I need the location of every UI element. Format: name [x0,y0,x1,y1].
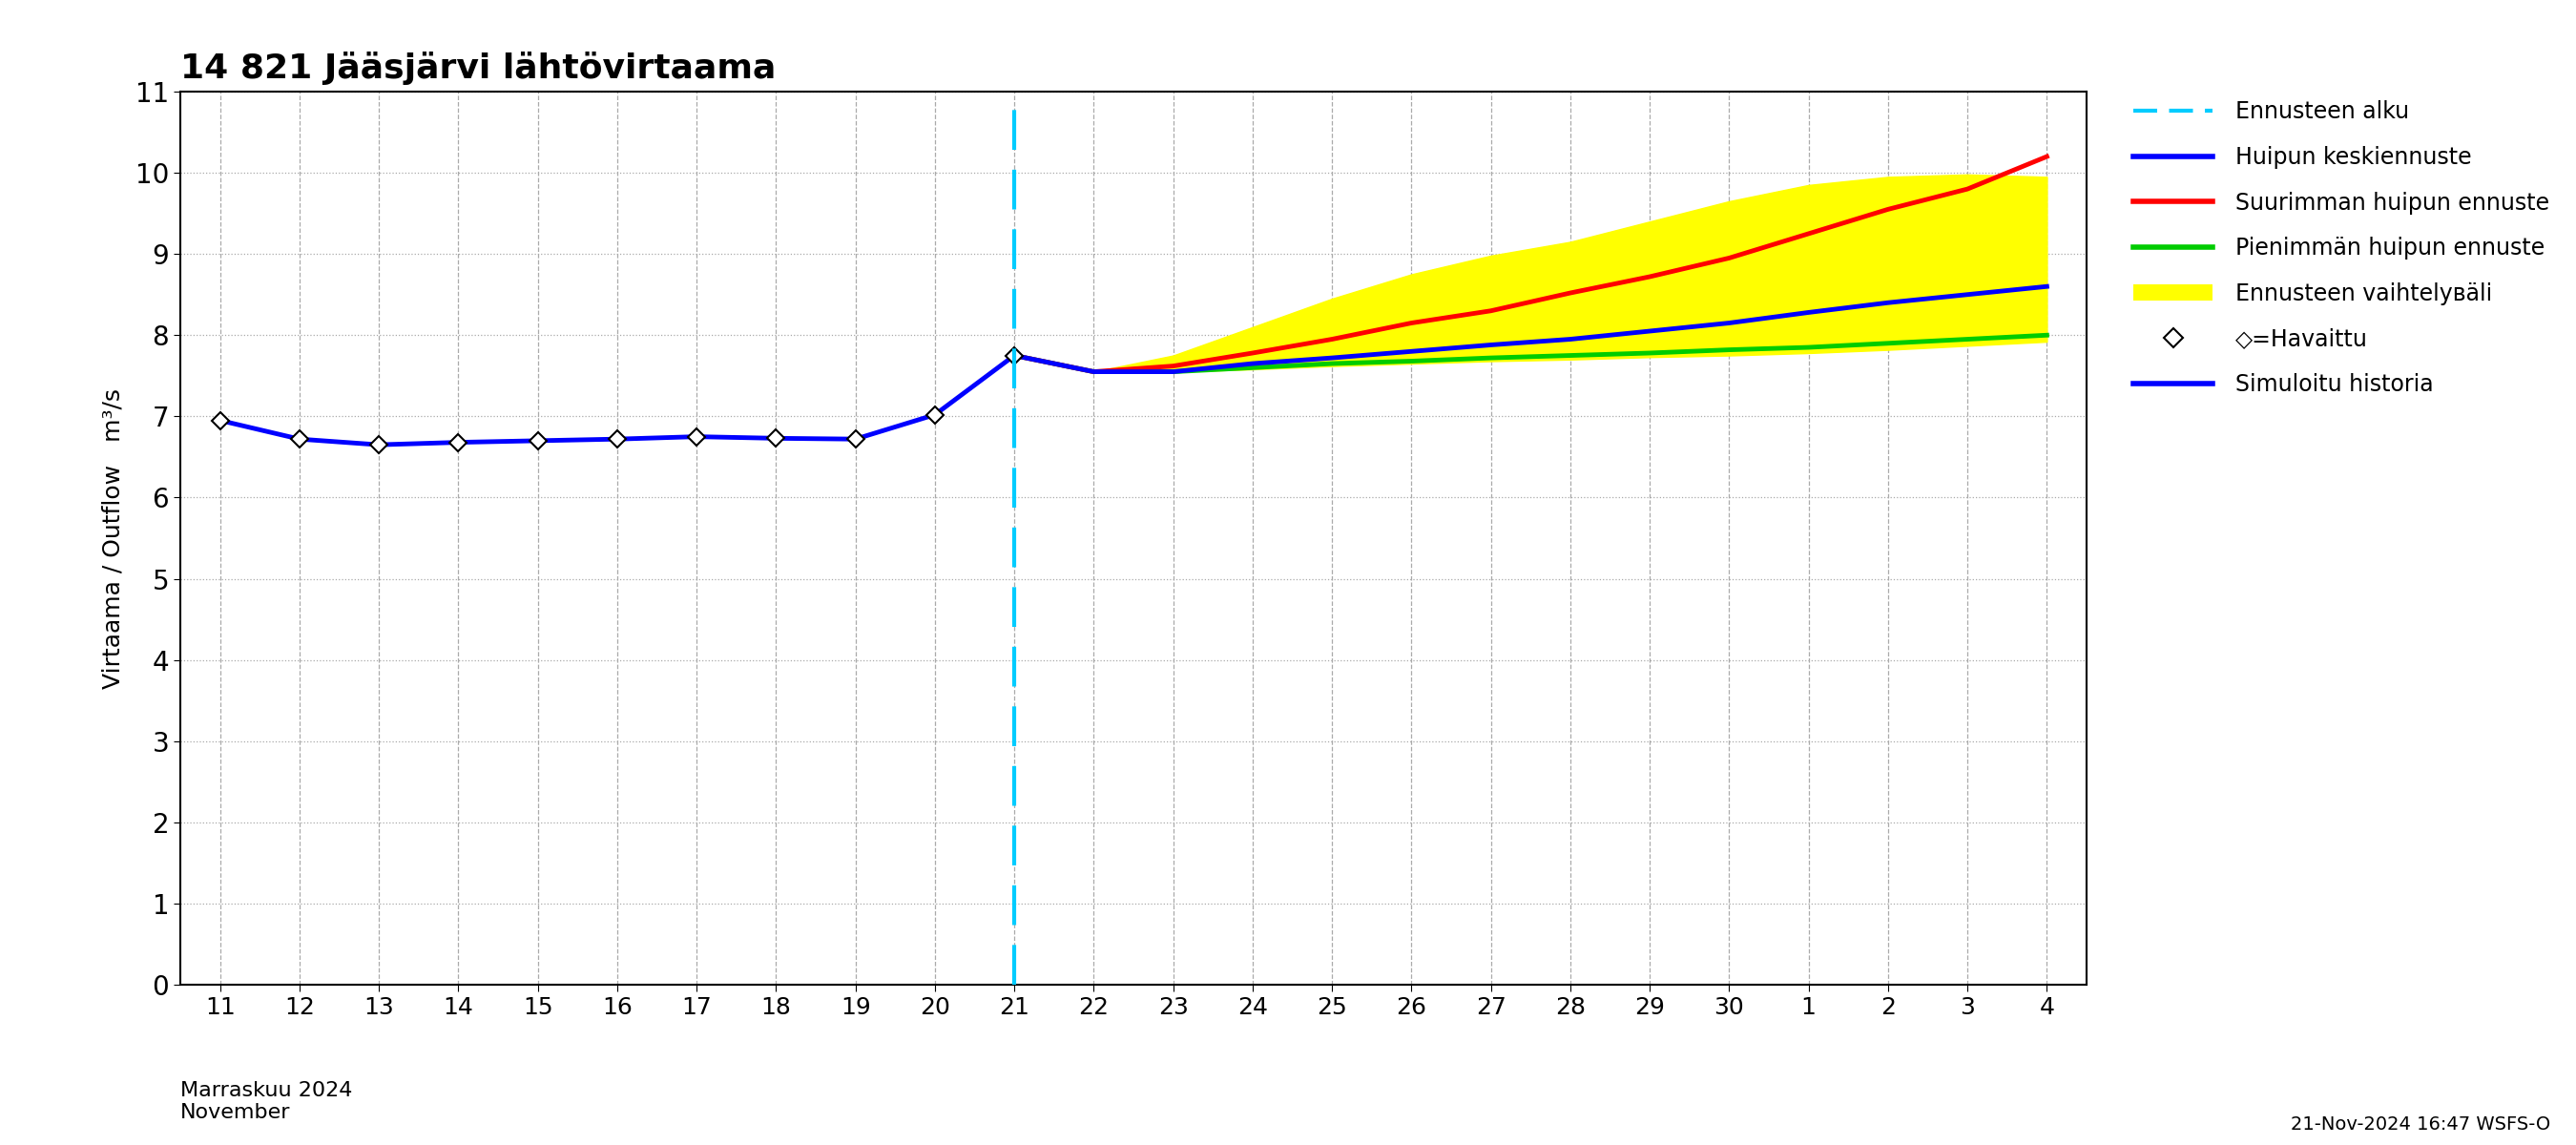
Text: 21-Nov-2024 16:47 WSFS-O: 21-Nov-2024 16:47 WSFS-O [2290,1115,2550,1134]
Y-axis label: Virtaama / Outflow   m³/s: Virtaama / Outflow m³/s [103,388,124,688]
Legend: Ennusteen alku, Huipun keskiennuste, Suurimman huipun ennuste, Pienimmän huipun : Ennusteen alku, Huipun keskiennuste, Suu… [2125,92,2558,405]
Text: Marraskuu 2024
November: Marraskuu 2024 November [180,1081,353,1122]
Text: 14 821 Jääsjärvi lähtövirtaama: 14 821 Jääsjärvi lähtövirtaama [180,52,775,85]
